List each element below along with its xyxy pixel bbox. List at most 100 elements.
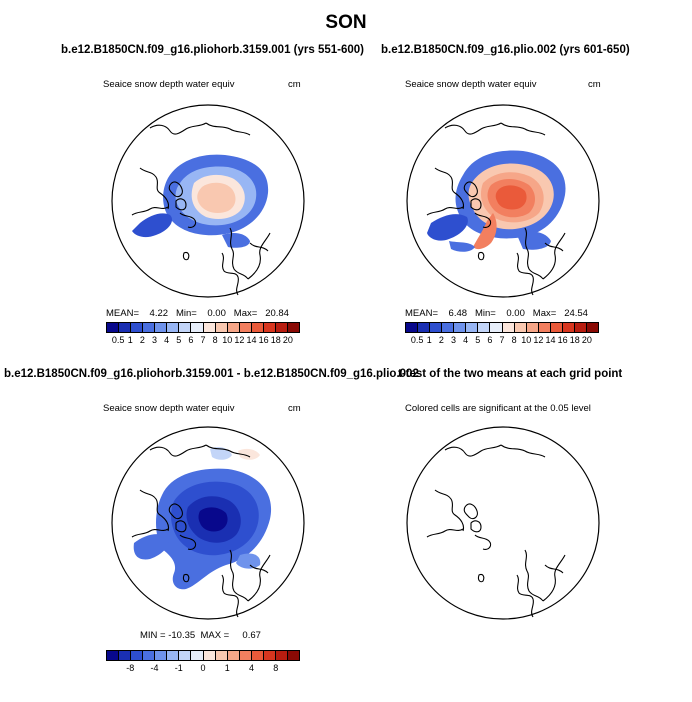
colorbar-tick-label: 7 — [200, 335, 206, 345]
colorbar-tick-label: 4 — [248, 663, 255, 673]
colorbar-ticks-tr: 0.5 1 2 3 4 5 6 7 8 10 12 14 16 18 20 — [405, 335, 599, 347]
colorbar-tick-label: 3 — [450, 335, 457, 345]
colorbar-tick-label: 12 — [533, 335, 544, 345]
colorbar-tick-label: -8 — [126, 663, 135, 673]
colorbar-tick-label: 12 — [234, 335, 245, 345]
coastlines — [131, 444, 271, 618]
colorbar-tick-label: 8 — [212, 335, 218, 345]
colorbar-swatch — [251, 651, 264, 660]
colorbar-tick-label: 8 — [273, 663, 279, 673]
colorbar-swatch — [131, 323, 144, 332]
figure-title: SON — [325, 12, 367, 33]
colorbar-tick-label: 0.5 — [410, 335, 424, 345]
colorbar-swatch — [227, 323, 240, 332]
panel-subtitle-tr: Seaice snow depth water equiv — [405, 79, 537, 90]
colorbar-ticks-bl: -8 -4 -1 0 1 4 8 — [106, 663, 300, 675]
colorbar-tick-label: 20 — [282, 335, 293, 345]
colorbar-tick-label: 2 — [139, 335, 145, 345]
colorbar-tick-label: 5 — [176, 335, 182, 345]
colorbar-tick-label: 0 — [200, 663, 206, 673]
colorbar-tick-label: 14 — [545, 335, 556, 345]
stats-tl: MEAN= 4.22 Min= 0.00 Max= 20.84 — [106, 308, 289, 319]
colorbar-swatch — [215, 323, 228, 332]
colorbar-tick-label: 0.5 — [111, 335, 125, 345]
coastlines — [426, 122, 566, 296]
colorbar-swatch — [574, 323, 587, 332]
colorbar-swatch — [490, 323, 503, 332]
colorbar-swatch — [562, 323, 575, 332]
polar-map-tl — [111, 104, 305, 298]
colorbar-swatch — [239, 323, 252, 332]
colorbar-swatch — [119, 323, 132, 332]
colorbar-swatch — [131, 651, 144, 660]
colorbar-tick-label: 1 — [426, 335, 432, 345]
colorbar-swatch — [586, 323, 598, 332]
colorbar-swatch — [406, 323, 419, 332]
colorbar-swatch — [550, 323, 563, 332]
colorbar-swatch — [203, 651, 216, 660]
colorbar-swatch — [227, 651, 240, 660]
colorbar-swatch — [191, 651, 204, 660]
colorbar-swatch — [203, 323, 216, 332]
colorbar-swatch — [442, 323, 455, 332]
colorbar-tick-label: -4 — [150, 663, 159, 673]
colorbar-swatch — [179, 323, 192, 332]
colorbar-tick-label: 6 — [487, 335, 493, 345]
colorbar-tick-label: 18 — [270, 335, 281, 345]
colorbar-tick-label: 10 — [521, 335, 532, 345]
colorbar-swatch — [478, 323, 491, 332]
difference-field — [133, 447, 272, 590]
map-boundary — [406, 426, 600, 620]
colorbar-swatch — [167, 651, 180, 660]
colorbar-tr — [405, 322, 599, 333]
map-boundary — [406, 104, 600, 298]
colorbar-swatch — [275, 323, 288, 332]
colorbar-swatch — [514, 323, 527, 332]
colorbar-tick-label: 1 — [224, 663, 230, 673]
stats-bl: MIN = -10.35 MAX = 0.67 — [140, 630, 261, 641]
colorbar-swatch — [430, 323, 443, 332]
colorbar-swatch — [502, 323, 515, 332]
colorbar-swatch — [119, 651, 132, 660]
colorbar-tick-label: 18 — [569, 335, 580, 345]
colorbar-swatch — [107, 651, 120, 660]
colorbar-swatch — [538, 323, 551, 332]
colorbar-swatch — [155, 323, 168, 332]
colorbar-swatch — [454, 323, 467, 332]
panel-subtitle-br: Colored cells are significant at the 0.0… — [405, 403, 591, 414]
coastlines — [426, 444, 566, 618]
colorbar-tick-label: 7 — [499, 335, 505, 345]
colorbar-swatch — [167, 323, 180, 332]
coastlines — [131, 122, 271, 296]
colorbar-tick-label: 1 — [127, 335, 133, 345]
colorbar-tick-label: -1 — [174, 663, 183, 673]
colorbar-swatch — [418, 323, 431, 332]
colorbar-tick-label: 2 — [438, 335, 444, 345]
colorbar-swatch — [239, 651, 252, 660]
polar-map-bl — [111, 426, 305, 620]
panel-units-tl: cm — [288, 79, 301, 90]
panel-units-tr: cm — [588, 79, 601, 90]
colorbar-tick-label: 20 — [581, 335, 592, 345]
panel-title-br: t-test of the two means at each grid poi… — [398, 368, 623, 380]
colorbar-swatch — [143, 651, 156, 660]
colorbar-tick-label: 6 — [188, 335, 194, 345]
colorbar-swatch — [143, 323, 156, 332]
map-boundary — [111, 426, 305, 620]
colorbar-swatch — [275, 651, 288, 660]
colorbar-swatch — [179, 651, 192, 660]
stats-tr: MEAN= 6.48 Min= 0.00 Max= 24.54 — [405, 308, 588, 319]
colorbar-tick-label: 4 — [164, 335, 170, 345]
colorbar-tick-label: 16 — [557, 335, 568, 345]
colorbar-swatch — [466, 323, 479, 332]
colorbar-tl — [106, 322, 300, 333]
panel-title-bl: b.e12.B1850CN.f09_g16.pliohorb.3159.001 … — [4, 368, 419, 380]
colorbar-swatch — [287, 651, 299, 660]
colorbar-tick-label: 10 — [222, 335, 233, 345]
map-boundary — [111, 104, 305, 298]
sea-ice-field — [132, 154, 269, 248]
colorbar-tick-label: 4 — [463, 335, 469, 345]
panel-title-tr: b.e12.B1850CN.f09_g16.plio.002 (yrs 601-… — [381, 44, 630, 56]
colorbar-tick-label: 5 — [475, 335, 481, 345]
colorbar-swatch — [107, 323, 120, 332]
